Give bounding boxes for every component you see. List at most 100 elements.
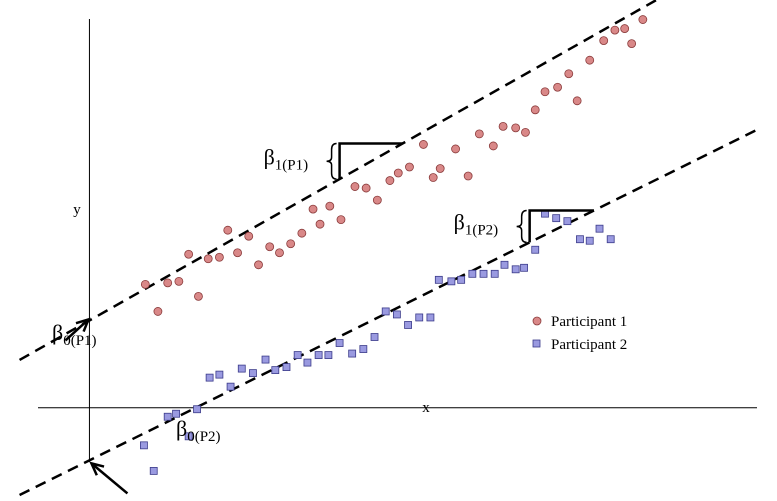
point-p2 — [563, 217, 572, 226]
point-p1 — [174, 276, 184, 286]
point-p1 — [153, 307, 163, 316]
point-p1 — [553, 82, 562, 92]
point-p2 — [595, 224, 604, 233]
point-p2 — [140, 441, 148, 450]
point-p2 — [531, 245, 540, 254]
point-p1 — [638, 15, 648, 24]
intercept-arrow-p1 — [64, 318, 90, 342]
legend-label-participant-2: Participant 2 — [551, 337, 627, 353]
slope-brace-1 — [326, 142, 337, 180]
point-p1 — [385, 176, 395, 185]
point-p2 — [205, 373, 214, 382]
point-p1 — [451, 144, 460, 154]
point-p2 — [282, 363, 291, 371]
point-p2 — [606, 235, 615, 244]
point-p1 — [350, 182, 360, 191]
point-p2 — [500, 260, 509, 269]
point-p1 — [325, 201, 335, 211]
point-p1 — [163, 278, 173, 288]
point-p2 — [172, 409, 180, 418]
point-p2 — [415, 313, 424, 322]
point-p1 — [215, 252, 224, 262]
point-p1 — [511, 123, 521, 133]
point-p1 — [297, 228, 307, 238]
legend-marker-participant-2 — [532, 339, 541, 348]
axes: x y — [38, 19, 757, 462]
legend: Participant 1 Participant 2 — [532, 314, 627, 353]
fit-line-1 — [18, 0, 659, 362]
point-p1 — [435, 164, 445, 173]
x-axis-label: x — [422, 400, 430, 416]
point-p1 — [585, 55, 595, 65]
point-p2 — [479, 269, 488, 278]
data-points — [140, 15, 648, 475]
point-p1 — [223, 225, 233, 235]
point-p2 — [293, 351, 302, 359]
intercept-arrow-p1-head — [75, 317, 91, 332]
point-p1 — [315, 219, 325, 229]
fit-line-2 — [19, 127, 761, 497]
point-p2 — [149, 467, 158, 475]
point-p2 — [193, 405, 201, 414]
point-p1 — [308, 204, 318, 214]
point-p1 — [372, 195, 382, 205]
point-p1 — [265, 242, 275, 252]
point-p1 — [572, 96, 582, 106]
slope-brace-2 — [516, 209, 527, 244]
point-p2 — [426, 313, 435, 322]
point-p1 — [194, 291, 203, 301]
point-p2 — [314, 351, 323, 359]
point-p1 — [275, 248, 284, 258]
point-p1 — [620, 24, 630, 33]
slope-triangle-1 — [338, 142, 403, 180]
point-p1 — [203, 254, 213, 264]
point-p1 — [233, 248, 242, 258]
point-p2 — [237, 364, 246, 373]
point-p1 — [463, 171, 473, 181]
point-p1 — [498, 121, 508, 131]
point-p2 — [392, 310, 401, 319]
point-p2 — [226, 382, 235, 391]
point-p2 — [511, 265, 520, 274]
point-p2 — [404, 321, 412, 329]
annotations: β0(P1) β0(P2) β1(P1) β1(P2) — [52, 142, 594, 495]
point-p2 — [434, 275, 443, 284]
point-p2 — [335, 339, 344, 347]
point-p1 — [393, 168, 403, 178]
intercept-arrow-p2 — [90, 462, 129, 495]
point-p1 — [428, 173, 438, 182]
point-p2 — [163, 412, 172, 421]
point-p2 — [184, 432, 193, 441]
point-p1 — [254, 260, 263, 270]
point-p1 — [474, 129, 484, 139]
y-axis-label: y — [73, 202, 81, 218]
point-p1 — [564, 69, 574, 79]
point-p2 — [271, 366, 280, 375]
annotation-label-0p1: β0(P1) — [52, 320, 97, 349]
point-p1 — [540, 87, 550, 97]
point-p1 — [184, 249, 194, 259]
legend-label-participant-1: Participant 1 — [551, 314, 627, 330]
point-p2 — [324, 351, 333, 359]
point-p2 — [585, 236, 594, 245]
point-p2 — [576, 235, 584, 244]
point-p1 — [419, 140, 428, 149]
annotation-label-0p2: β0(P2) — [176, 416, 221, 445]
point-p2 — [381, 307, 390, 316]
point-p2 — [261, 355, 270, 364]
point-p1 — [405, 162, 414, 172]
point-p1 — [530, 105, 540, 115]
point-p1 — [610, 25, 620, 35]
point-p2 — [520, 263, 528, 272]
point-p2 — [447, 277, 456, 286]
point-p2 — [490, 269, 499, 278]
point-p2 — [359, 345, 368, 353]
legend-marker-participant-1 — [532, 316, 542, 326]
point-p1 — [286, 239, 296, 249]
point-p1 — [488, 141, 498, 151]
point-p2 — [303, 358, 312, 367]
point-p1 — [361, 183, 371, 193]
point-p2 — [370, 333, 379, 341]
point-p2 — [249, 369, 257, 378]
